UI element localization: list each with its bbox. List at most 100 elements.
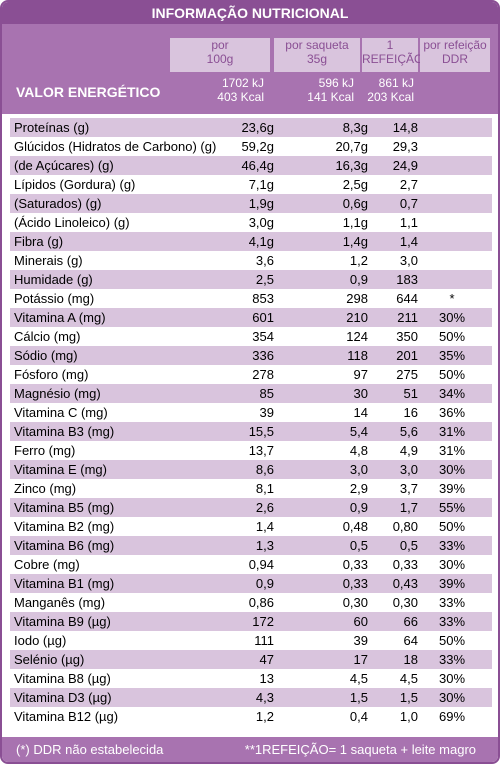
nutrient-label: (Ácido Linoleico) (g) bbox=[14, 215, 130, 230]
nutrient-label: Fósforo (mg) bbox=[14, 367, 89, 382]
table-row: Vitamina B2 (mg) 1,4 0,48 0,80 50% bbox=[10, 517, 492, 536]
nutrient-label: Humidade (g) bbox=[14, 272, 93, 287]
value-per-100g: 8,6 bbox=[255, 462, 274, 477]
table-row: Vitamina A (mg) 601 210 211 30% bbox=[10, 308, 492, 327]
nutrient-label: Vitamina B5 (mg) bbox=[14, 500, 115, 515]
value-per-refeicao: 0,33 bbox=[392, 557, 418, 572]
value-per-saqueta: 210 bbox=[346, 310, 368, 325]
table-row: (de Açúcares) (g) 46,4g 16,3g 24,9 bbox=[10, 156, 492, 175]
value-per-100g: 1,9g bbox=[248, 196, 274, 211]
value-per-100g: 46,4g bbox=[241, 158, 274, 173]
nutrient-label: Iodo (µg) bbox=[14, 633, 67, 648]
row-shade bbox=[10, 308, 492, 327]
value-per-saqueta: 1,5 bbox=[349, 690, 368, 705]
value-per-100g: 1,2 bbox=[255, 709, 274, 724]
value-ddr: 50% bbox=[438, 329, 466, 344]
nutrient-label: Vitamina B9 (µg) bbox=[14, 614, 111, 629]
value-per-100g: 853 bbox=[252, 291, 274, 306]
nutrient-label: Vitamina D3 (µg) bbox=[14, 690, 112, 705]
table-row: Vitamina B3 (mg) 15,5 5,4 5,6 31% bbox=[10, 422, 492, 441]
value-per-saqueta: 4,8 bbox=[349, 443, 368, 458]
row-shade bbox=[10, 688, 492, 707]
value-per-refeicao: 275 bbox=[396, 367, 418, 382]
header-col-100g: por 100g bbox=[170, 38, 270, 72]
nutrient-label: Potássio (mg) bbox=[14, 291, 95, 306]
nutrient-label: Sódio (mg) bbox=[14, 348, 78, 363]
nutrient-label: Manganês (mg) bbox=[14, 595, 106, 610]
nutrient-label: Vitamina B6 (mg) bbox=[14, 538, 115, 553]
value-ddr: 50% bbox=[438, 633, 466, 648]
value-per-refeicao: 64 bbox=[403, 633, 418, 648]
value-per-refeicao: 0,43 bbox=[392, 576, 418, 591]
table-row: Vitamina B5 (mg) 2,6 0,9 1,7 55% bbox=[10, 498, 492, 517]
value-per-refeicao: 51 bbox=[403, 386, 418, 401]
value-per-refeicao: 211 bbox=[397, 310, 418, 325]
nutrient-label: Fibra (g) bbox=[14, 234, 64, 249]
header-col-refeicao-text: 1 REFEIÇÃO** bbox=[362, 38, 433, 66]
value-ddr: 50% bbox=[438, 367, 466, 382]
energy-col-refeicao-text: 861 kJ 203 Kcal bbox=[367, 76, 414, 104]
row-shade bbox=[10, 384, 492, 403]
energy-col-saqueta-text: 596 kJ 141 Kcal bbox=[307, 76, 354, 104]
energy-col-100g: 1702 kJ 403 Kcal bbox=[170, 76, 270, 110]
row-shade bbox=[10, 422, 492, 441]
footer-note-left: (*) DDR não estabelecida bbox=[16, 742, 164, 757]
nutrient-label: Vitamina B3 (mg) bbox=[14, 424, 115, 439]
row-shade bbox=[10, 536, 492, 555]
value-per-refeicao: 0,7 bbox=[399, 196, 418, 211]
nutrient-label: Vitamina B2 (mg) bbox=[14, 519, 115, 534]
value-per-saqueta: 0,5 bbox=[349, 538, 368, 553]
value-per-100g: 15,5 bbox=[248, 424, 274, 439]
value-per-100g: 1,4 bbox=[255, 519, 274, 534]
row-shade bbox=[10, 232, 492, 251]
value-per-refeicao: 1,4 bbox=[399, 234, 418, 249]
table-row: Glúcidos (Hidratos de Carbono) (g) 59,2g 2… bbox=[10, 137, 492, 156]
value-per-saqueta: 0,6g bbox=[342, 196, 368, 211]
row-shade bbox=[10, 574, 492, 593]
value-per-100g: 0,94 bbox=[248, 557, 274, 572]
nutrient-label: Proteínas (g) bbox=[14, 120, 90, 135]
value-per-100g: 23,6g bbox=[241, 120, 274, 135]
value-per-refeicao: 3,0 bbox=[399, 253, 418, 268]
value-per-100g: 0,86 bbox=[248, 595, 274, 610]
value-per-saqueta: 5,4 bbox=[349, 424, 368, 439]
value-per-saqueta: 124 bbox=[346, 329, 368, 344]
table-row: Vitamina B8 (µg) 13 4,5 4,5 30% bbox=[10, 669, 492, 688]
value-per-refeicao: 0,30 bbox=[392, 595, 418, 610]
value-per-saqueta: 0,33 bbox=[342, 557, 368, 572]
value-per-saqueta: 16,3g bbox=[335, 158, 368, 173]
row-shade bbox=[10, 346, 492, 365]
panel-title: INFORMAÇÃO NUTRICIONAL bbox=[2, 2, 498, 24]
value-per-saqueta: 20,7g bbox=[335, 139, 368, 154]
value-per-refeicao: 0,80 bbox=[392, 519, 418, 534]
value-per-saqueta: 39 bbox=[353, 633, 368, 648]
table-row: Vitamina E (mg) 8,6 3,0 3,0 30% bbox=[10, 460, 492, 479]
value-per-100g: 354 bbox=[252, 329, 274, 344]
value-per-saqueta: 14 bbox=[353, 405, 368, 420]
value-ddr: 30% bbox=[438, 557, 466, 572]
nutrient-label: Vitamina A (mg) bbox=[14, 310, 106, 325]
table-row: Lípidos (Gordura) (g) 7,1g 2,5g 2,7 bbox=[10, 175, 492, 194]
value-ddr: 50% bbox=[438, 519, 466, 534]
value-ddr: 34% bbox=[438, 386, 466, 401]
row-shade bbox=[10, 118, 492, 137]
value-per-saqueta: 298 bbox=[346, 291, 368, 306]
nutrient-label: Magnésio (mg) bbox=[14, 386, 101, 401]
value-per-100g: 3,6 bbox=[255, 253, 274, 268]
table-row: Vitamina B12 (µg) 1,2 0,4 1,0 69% bbox=[10, 707, 492, 726]
value-ddr: 33% bbox=[438, 652, 466, 667]
value-ddr: 69% bbox=[438, 709, 466, 724]
value-ddr: 33% bbox=[438, 614, 466, 629]
value-per-saqueta: 0,4 bbox=[349, 709, 368, 724]
value-per-refeicao: 16 bbox=[403, 405, 418, 420]
table-row: Selénio (µg) 47 17 18 33% bbox=[10, 650, 492, 669]
table-row: Fibra (g) 4,1g 1,4g 1,4 bbox=[10, 232, 492, 251]
row-shade bbox=[10, 270, 492, 289]
value-ddr: 33% bbox=[438, 595, 466, 610]
value-ddr: 33% bbox=[438, 538, 466, 553]
row-shade bbox=[10, 650, 492, 669]
value-per-refeicao: 66 bbox=[403, 614, 418, 629]
energy-col-100g-text: 1702 kJ 403 Kcal bbox=[217, 76, 264, 104]
table-row: Zinco (mg) 8,1 2,9 3,7 39% bbox=[10, 479, 492, 498]
